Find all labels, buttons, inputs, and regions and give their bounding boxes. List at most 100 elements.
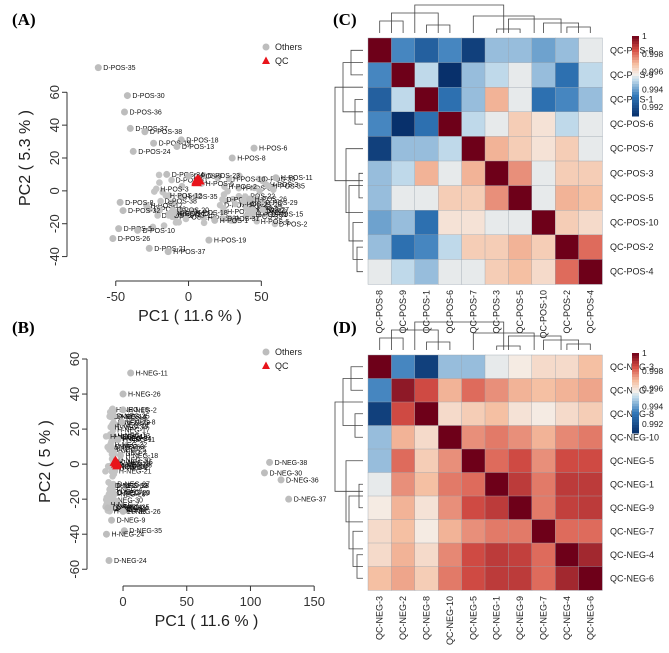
colorbar-segment (632, 355, 639, 359)
point-label: D-POS-18 (186, 137, 218, 144)
labeled-point (134, 226, 142, 234)
heatmap-cell (508, 448, 533, 474)
legend-others-label: Others (275, 42, 303, 52)
sample-point (143, 202, 150, 209)
sample-point (225, 175, 233, 183)
heatmap-cell (414, 401, 439, 427)
sample-point (256, 187, 263, 195)
panel-label: (D) (333, 318, 357, 337)
point-label: D-POS-13 (182, 144, 214, 151)
labeled-point (260, 469, 268, 477)
sample-label: D-NEG-19 (117, 490, 150, 497)
heatmap-cell (531, 259, 556, 285)
sample-point (251, 184, 258, 192)
heatmap-cell (555, 259, 580, 285)
col-label: QC-POS-7 (468, 290, 478, 334)
heatmap-cell (555, 234, 580, 261)
heatmap-cell (414, 234, 439, 261)
col-label: QC-NEG-8 (422, 596, 432, 640)
row-label: QC-POS-7 (610, 144, 654, 154)
sample-point (108, 438, 115, 446)
sample-point (248, 211, 256, 218)
heatmap-cell (461, 354, 486, 380)
heatmap-cell (391, 519, 416, 544)
heatmap-cell (438, 259, 463, 285)
colorbar-tick-label: 0.994 (642, 84, 664, 94)
colorbar-segment (632, 414, 639, 418)
sample-point (232, 200, 239, 208)
labeled-point (266, 458, 274, 466)
colorbar-segment (632, 65, 639, 69)
heatmap-cell (508, 37, 533, 64)
sample-point (227, 217, 235, 224)
sample-point (253, 195, 261, 202)
heatmap-cell (484, 111, 509, 138)
heatmap-cell (484, 185, 509, 211)
sample-point (109, 491, 117, 498)
sample-label: D-POS-38 (263, 176, 295, 183)
heatmap-cell (531, 495, 556, 521)
colorbar-segment (632, 92, 639, 96)
heatmap-cell (414, 86, 439, 113)
heatmap-cell (367, 259, 392, 285)
heatmap-cell (391, 111, 416, 138)
sample-point (259, 206, 266, 214)
colorbar-segment (632, 366, 639, 370)
labeled-point (205, 236, 213, 244)
heatmap-cell (461, 86, 486, 113)
sample-point (219, 215, 227, 223)
point-label: H-NEG-24 (111, 532, 144, 539)
heatmap-cell (391, 448, 416, 474)
heatmap-cell (367, 111, 392, 138)
heatmap-cell (414, 495, 439, 521)
point-label: D-POS-10 (143, 228, 175, 235)
heatmap-cell (531, 209, 556, 236)
point-label: H-NEG-18 (125, 453, 158, 460)
colorbar-segment (632, 94, 639, 98)
colorbar-segment (632, 353, 639, 357)
colorbar-segment (632, 41, 639, 45)
heatmap-cell (508, 209, 533, 236)
heatmap-cell (391, 209, 416, 236)
heatmap-cell (531, 160, 556, 187)
sample-label: H-POS-10 (233, 176, 265, 183)
x-tick-label: -50 (106, 289, 125, 304)
colorbar-segment (632, 68, 639, 72)
colorbar-segment (632, 369, 639, 373)
sample-label: D-NEG-35 (117, 504, 150, 511)
legend-others-marker (262, 348, 270, 356)
colorbar-tick-label: 0.992 (642, 419, 664, 429)
heatmap-cell (414, 62, 439, 88)
heatmap-cell (578, 542, 603, 568)
labeled-point (211, 216, 219, 224)
heatmap-cell (508, 566, 533, 591)
sample-label: H-NEG-24 (110, 434, 143, 441)
sample-point (155, 171, 163, 179)
colorbar-segment (632, 425, 639, 429)
heatmap-cell (578, 37, 603, 64)
sample-point (106, 408, 114, 416)
col-label: QC-POS-5 (515, 290, 525, 334)
heatmap-cell (414, 378, 439, 403)
col-label: QC-NEG-5 (468, 596, 478, 640)
labeled-point (285, 495, 293, 503)
heatmap-cell (367, 86, 392, 113)
sample-point (156, 206, 163, 214)
colorbar-tick-label: 0.992 (642, 102, 664, 112)
sample-label: H-POS-6 (261, 219, 290, 226)
heatmap-cell (414, 448, 439, 474)
colorbar-segment (632, 100, 639, 104)
colorbar-segment (632, 108, 639, 112)
y-tick-label: 40 (67, 387, 82, 401)
labeled-point (120, 108, 128, 116)
sample-label: H-POS-6 (206, 181, 235, 188)
heatmap-cell (484, 86, 509, 113)
sample-label: H-POS-38 (227, 209, 259, 216)
heatmap-cell (461, 378, 486, 403)
sample-point (239, 197, 247, 205)
labeled-point (116, 451, 124, 459)
point-label: D-NEG-9 (117, 518, 146, 525)
heatmap-cell (531, 542, 556, 568)
sample-label: D-POS-27 (257, 207, 289, 214)
heatmap-cell (391, 86, 416, 113)
